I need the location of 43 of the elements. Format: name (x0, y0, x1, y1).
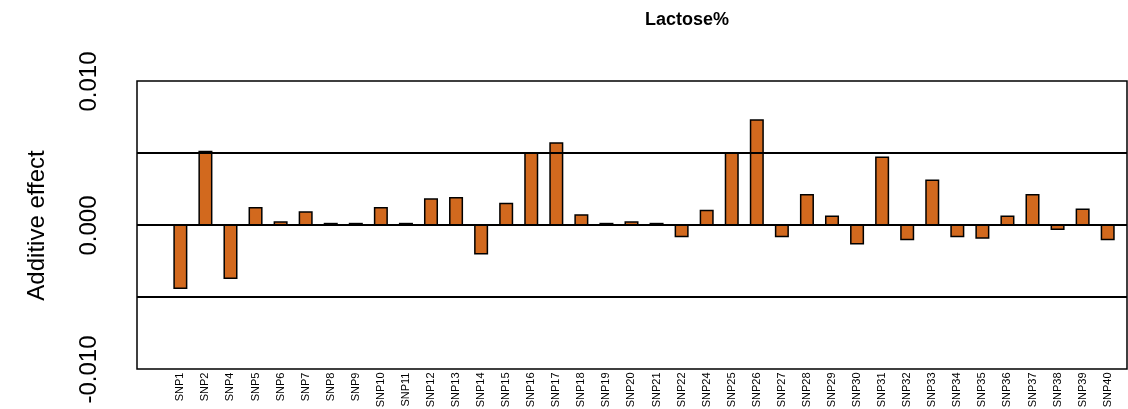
x-tick-label: SNP40 (1100, 372, 1113, 408)
x-tick-label: SNP24 (699, 372, 712, 408)
x-tick-label: SNP17 (549, 372, 562, 408)
x-tick-label: SNP10 (373, 372, 386, 408)
x-tick-label: SNP19 (599, 372, 612, 408)
x-tick-label: SNP39 (1075, 372, 1088, 408)
x-tick-label: SNP13 (449, 372, 462, 408)
y-tick-label: -0.010 (73, 335, 101, 404)
x-tick-label: SNP22 (674, 372, 687, 408)
x-tick-label: SNP27 (774, 372, 787, 408)
x-tick-label: SNP1 (173, 372, 186, 402)
x-tick-label: SNP37 (1025, 372, 1038, 408)
x-tick-label: SNP7 (298, 372, 311, 402)
x-tick-label: SNP5 (248, 372, 261, 402)
x-tick-label: SNP16 (524, 372, 537, 408)
x-tick-label: SNP11 (398, 372, 411, 407)
x-tick-label: SNP20 (624, 372, 637, 408)
x-tick-label: SNP34 (950, 372, 963, 408)
x-tick-label: SNP29 (825, 372, 838, 408)
x-tick-label: SNP2 (198, 372, 211, 402)
x-tick-label: SNP6 (273, 372, 286, 402)
y-tick-label: 0.000 (73, 195, 101, 256)
x-tick-label: SNP21 (649, 372, 662, 408)
x-tick-label: SNP30 (850, 372, 863, 408)
y-axis-title: Additive effect (21, 150, 49, 301)
x-tick-label: SNP15 (499, 372, 512, 408)
x-tick-label: SNP28 (799, 372, 812, 408)
x-tick-label: SNP8 (323, 372, 336, 402)
x-tick-label: SNP14 (474, 372, 487, 408)
x-tick-label: SNP35 (975, 372, 988, 408)
y-tick-label: 0.010 (73, 51, 101, 112)
x-tick-label: SNP4 (223, 372, 236, 402)
x-tick-label: SNP9 (348, 372, 361, 402)
chart-title: Lactose% (644, 9, 730, 29)
x-tick-label: SNP32 (900, 372, 913, 408)
x-tick-label: SNP26 (749, 372, 762, 408)
x-tick-label: SNP33 (925, 372, 938, 408)
x-tick-label: SNP36 (1000, 372, 1013, 408)
x-tick-label: SNP12 (423, 372, 436, 408)
x-tick-label: SNP18 (574, 372, 587, 408)
x-tick-label: SNP38 (1050, 372, 1063, 408)
x-tick-label: SNP25 (724, 372, 737, 408)
x-tick-label: SNP31 (875, 372, 888, 408)
